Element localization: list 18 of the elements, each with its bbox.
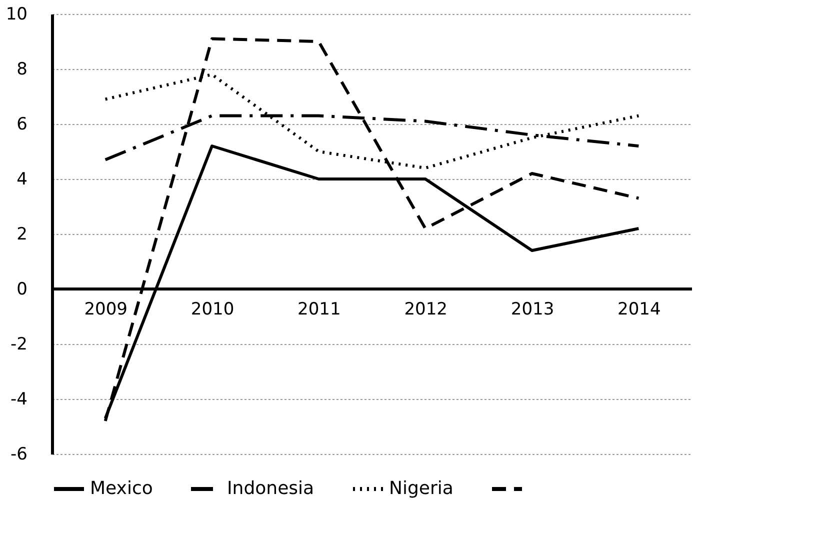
x-tick-label: 2009 bbox=[84, 300, 128, 320]
y-tick-label: -2 bbox=[10, 334, 28, 354]
legend-label: Indonesia bbox=[227, 478, 314, 499]
x-tick-label: 2012 bbox=[404, 300, 448, 320]
y-tick-label: 2 bbox=[16, 224, 28, 244]
y-tick-label: -4 bbox=[10, 390, 28, 410]
x-tick-label: 2013 bbox=[510, 300, 554, 320]
y-tick-label: 8 bbox=[16, 60, 28, 80]
y-tick-label: 0 bbox=[16, 280, 28, 300]
y-tick-label: 4 bbox=[16, 170, 28, 190]
legend-label: Mexico bbox=[90, 478, 153, 499]
y-tick-label: -6 bbox=[10, 444, 28, 464]
y-tick-label: 10 bbox=[6, 4, 28, 24]
x-tick-label: 2014 bbox=[618, 300, 661, 320]
x-tick-label: 2011 bbox=[298, 300, 341, 320]
y-tick-label: 6 bbox=[16, 114, 28, 134]
legend-label: Nigeria bbox=[389, 478, 454, 499]
x-tick-label: 2010 bbox=[190, 300, 234, 320]
